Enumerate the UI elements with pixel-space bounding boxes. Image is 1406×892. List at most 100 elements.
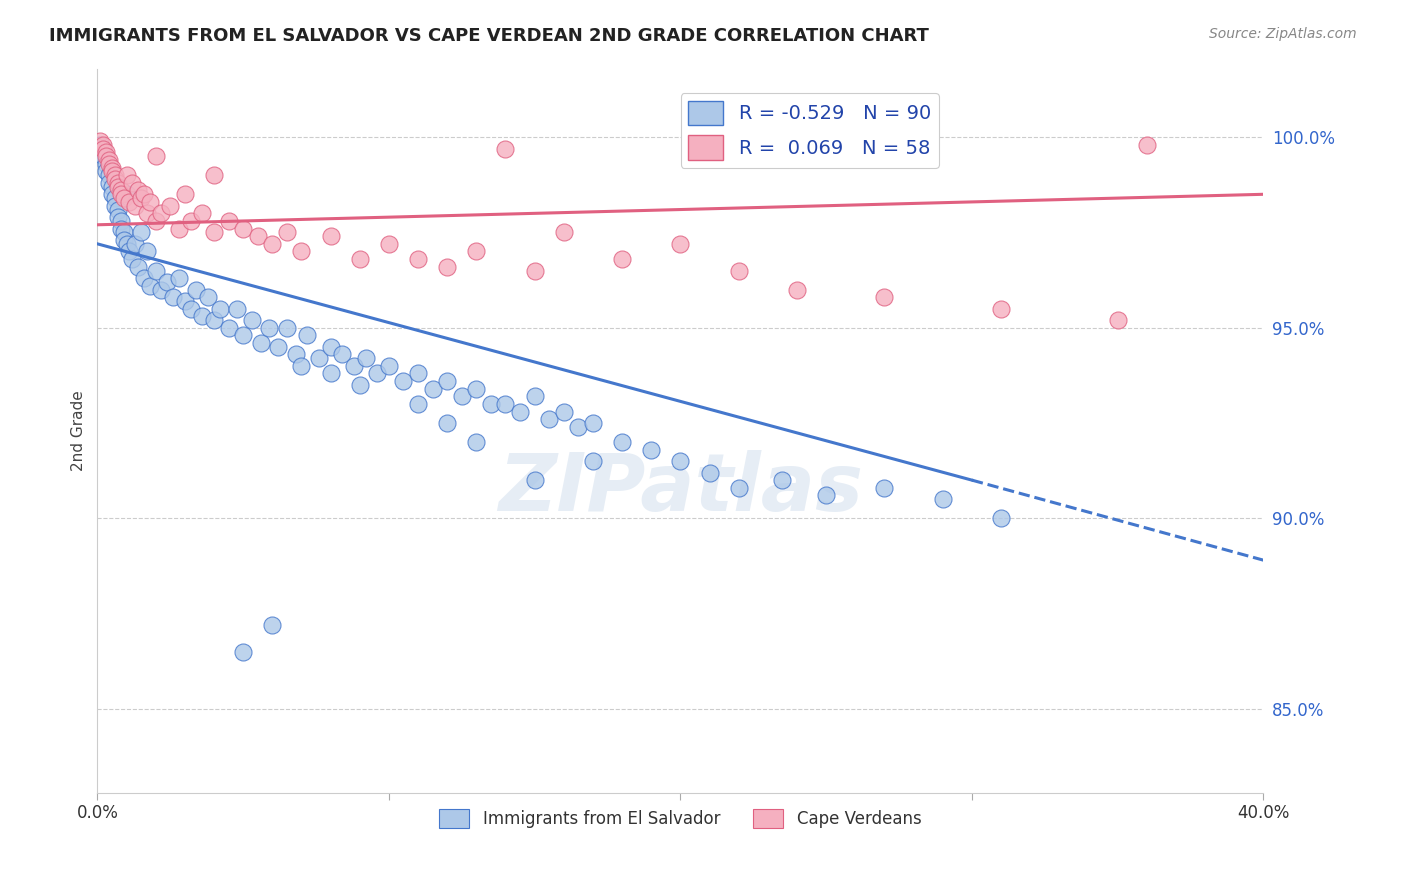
- Point: [129, 226, 152, 240]
- Point: [139, 194, 162, 209]
- Point: [112, 191, 135, 205]
- Point: [118, 244, 141, 259]
- Point: [159, 199, 181, 213]
- Y-axis label: 2nd Grade: 2nd Grade: [72, 390, 86, 471]
- Point: [354, 351, 377, 366]
- Point: [378, 359, 401, 373]
- Point: [786, 283, 808, 297]
- Point: [107, 202, 129, 217]
- Point: [145, 214, 167, 228]
- Point: [94, 149, 117, 163]
- Point: [101, 164, 124, 178]
- Point: [343, 359, 366, 373]
- Point: [770, 473, 793, 487]
- Point: [290, 244, 312, 259]
- Point: [94, 164, 117, 178]
- Point: [640, 442, 662, 457]
- Point: [249, 335, 271, 350]
- Point: [180, 301, 202, 316]
- Point: [276, 320, 298, 334]
- Point: [104, 199, 127, 213]
- Point: [89, 137, 111, 152]
- Point: [259, 320, 281, 334]
- Point: [610, 435, 633, 450]
- Point: [91, 149, 114, 163]
- Point: [110, 187, 132, 202]
- Point: [91, 142, 114, 156]
- Text: IMMIGRANTS FROM EL SALVADOR VS CAPE VERDEAN 2ND GRADE CORRELATION CHART: IMMIGRANTS FROM EL SALVADOR VS CAPE VERD…: [49, 27, 929, 45]
- Point: [110, 214, 132, 228]
- Point: [121, 176, 143, 190]
- Point: [669, 236, 692, 251]
- Point: [276, 226, 298, 240]
- Point: [150, 283, 173, 297]
- Point: [104, 191, 127, 205]
- Point: [378, 236, 401, 251]
- Point: [124, 199, 146, 213]
- Point: [156, 275, 179, 289]
- Point: [101, 187, 124, 202]
- Point: [1107, 313, 1129, 327]
- Point: [349, 377, 371, 392]
- Point: [699, 466, 721, 480]
- Point: [191, 206, 214, 220]
- Point: [208, 301, 231, 316]
- Point: [330, 347, 353, 361]
- Point: [104, 172, 127, 186]
- Point: [98, 157, 121, 171]
- Point: [262, 236, 284, 251]
- Point: [240, 313, 263, 327]
- Point: [127, 184, 149, 198]
- Point: [218, 320, 240, 334]
- Point: [232, 328, 254, 343]
- Point: [422, 382, 444, 396]
- Point: [319, 367, 342, 381]
- Point: [104, 168, 127, 182]
- Point: [124, 236, 146, 251]
- Point: [135, 244, 157, 259]
- Point: [101, 161, 124, 175]
- Point: [98, 176, 121, 190]
- Point: [135, 206, 157, 220]
- Point: [990, 301, 1012, 316]
- Point: [145, 149, 167, 163]
- Point: [366, 367, 388, 381]
- Point: [523, 473, 546, 487]
- Point: [873, 290, 896, 304]
- Point: [406, 252, 429, 266]
- Point: [509, 404, 531, 418]
- Point: [89, 134, 111, 148]
- Point: [226, 301, 249, 316]
- Point: [94, 145, 117, 160]
- Point: [173, 187, 195, 202]
- Point: [186, 283, 208, 297]
- Point: [202, 168, 225, 182]
- Point: [162, 290, 184, 304]
- Point: [107, 179, 129, 194]
- Point: [107, 210, 129, 224]
- Point: [132, 187, 155, 202]
- Point: [990, 511, 1012, 525]
- Point: [167, 221, 190, 235]
- Point: [465, 435, 488, 450]
- Point: [297, 328, 319, 343]
- Point: [232, 221, 254, 235]
- Point: [553, 404, 575, 418]
- Point: [1136, 137, 1159, 152]
- Point: [202, 226, 225, 240]
- Point: [98, 168, 121, 182]
- Point: [308, 351, 330, 366]
- Point: [115, 168, 138, 182]
- Point: [129, 191, 152, 205]
- Point: [290, 359, 312, 373]
- Point: [110, 221, 132, 235]
- Point: [232, 645, 254, 659]
- Point: [284, 347, 307, 361]
- Point: [669, 454, 692, 468]
- Point: [582, 416, 605, 430]
- Point: [932, 492, 955, 507]
- Point: [319, 229, 342, 244]
- Point: [567, 419, 589, 434]
- Point: [436, 374, 458, 388]
- Point: [112, 226, 135, 240]
